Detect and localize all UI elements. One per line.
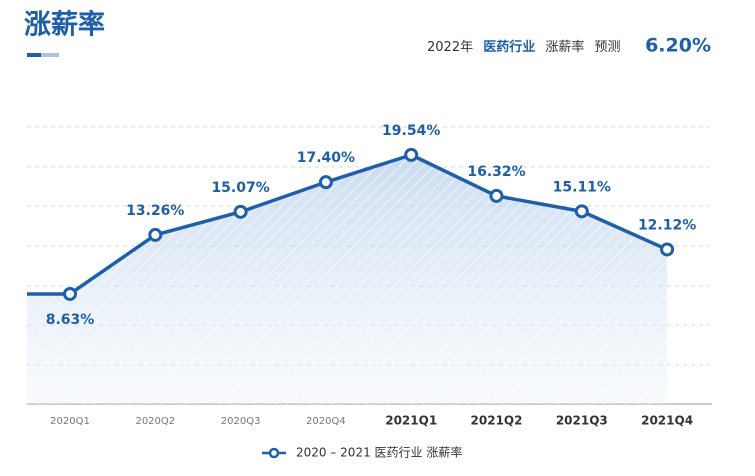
point	[318, 175, 333, 190]
x-tick-label: 2021Q2	[471, 414, 523, 428]
x-tick-label: 2021Q1	[385, 414, 437, 428]
x-tick-label: 2021Q4	[641, 414, 693, 428]
forecast-value: 6.20%	[645, 35, 711, 57]
x-tick-label: 2020Q1	[50, 416, 90, 427]
value-label: 17.40%	[297, 150, 355, 166]
value-label: 16.32%	[467, 164, 525, 180]
x-tick-label: 2020Q2	[135, 416, 175, 427]
value-label: 15.07%	[211, 180, 269, 196]
value-label: 19.54%	[382, 123, 440, 139]
title-underline	[27, 53, 41, 57]
title-underline	[41, 53, 59, 57]
area-hatch	[27, 154, 668, 404]
point	[660, 242, 675, 257]
value-label: 12.12%	[638, 217, 696, 233]
point	[404, 147, 419, 162]
value-label: 13.26%	[126, 203, 184, 219]
forecast-metric: 涨薪率	[545, 39, 584, 55]
value-label: 8.63%	[46, 312, 95, 328]
x-tick-label: 2021Q3	[556, 414, 608, 428]
line	[69, 153, 668, 296]
x-tick-label: 2020Q4	[306, 416, 346, 427]
point	[489, 188, 504, 203]
point	[148, 227, 163, 242]
legend-label: 2020 – 2021 医药行业 涨薪率	[296, 445, 462, 460]
forecast-year: 2022年	[427, 40, 473, 55]
point	[233, 204, 248, 219]
value-label: 15.11%	[553, 179, 611, 195]
point	[63, 286, 77, 301]
legend-marker	[268, 447, 280, 459]
point	[574, 204, 589, 219]
x-tick-label: 2020Q3	[221, 416, 261, 427]
forecast-header: 2022年 医药行业 涨薪率 预测	[427, 39, 621, 55]
forecast-industry: 医药行业	[483, 39, 535, 55]
chart-title: 涨薪率	[24, 9, 105, 41]
forecast-label: 预测	[595, 40, 621, 55]
